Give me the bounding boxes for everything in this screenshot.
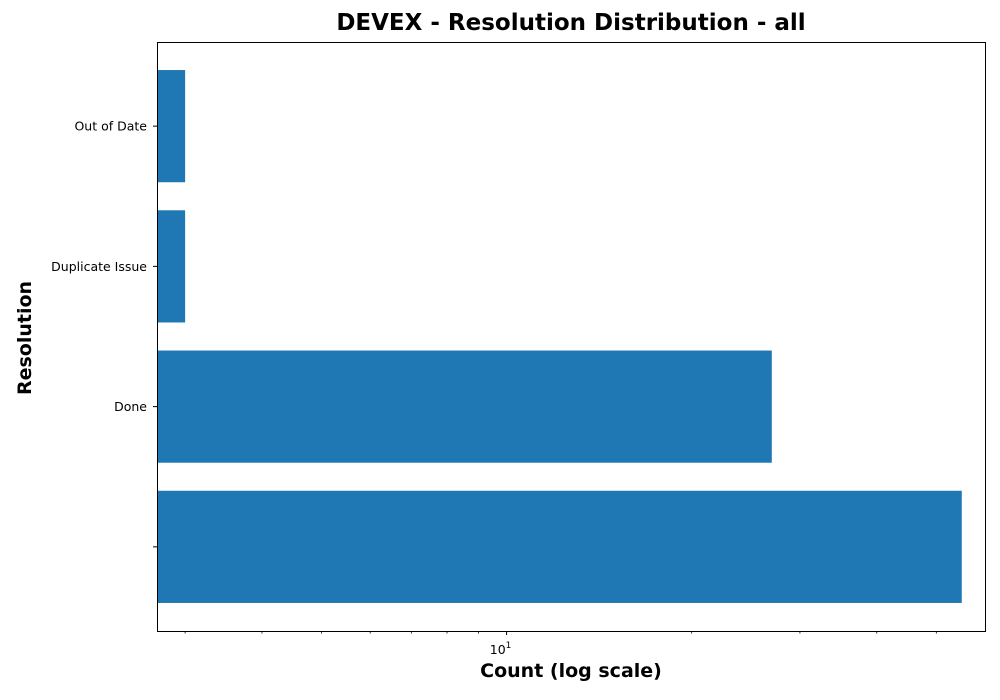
bar-3 [157,70,186,183]
y-tick-label-3: Out of Date [74,119,147,134]
y-tick-label-1: Done [114,399,147,414]
bar-0 [157,490,962,603]
x-ticks-group: 101 [184,631,937,657]
x-tick-label-0: 101 [490,641,512,657]
bar-2 [157,210,186,323]
y-ticks-group: Done Duplicate Issue Out of Date [51,119,157,548]
chart-title: DEVEX - Resolution Distribution - all [336,10,806,36]
bar-1 [157,350,772,463]
y-tick-label-2: Duplicate Issue [51,259,147,274]
bars-group [157,70,962,603]
x-axis-label: Count (log scale) [480,660,662,682]
plot-frame [157,42,986,632]
